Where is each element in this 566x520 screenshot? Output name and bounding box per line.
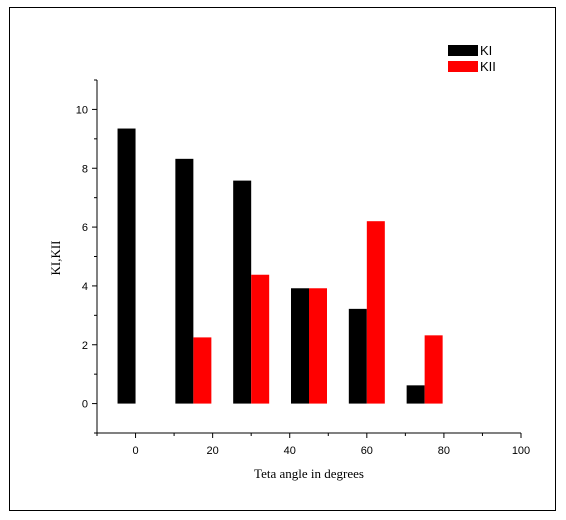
y-tick-label: 10 — [76, 104, 88, 116]
bar-ki-45 — [291, 288, 309, 404]
x-tick-label: 60 — [361, 445, 373, 457]
legend: KI KII — [448, 43, 496, 74]
bar-kii-60 — [366, 221, 385, 404]
y-axis-title: KI,KII — [48, 240, 63, 275]
x-tick-label: 20 — [207, 445, 219, 457]
legend-label-ki: KI — [480, 43, 492, 58]
bar-ki-15 — [175, 158, 194, 404]
x-tick-label: 80 — [438, 445, 450, 457]
x-tick-label: 40 — [284, 445, 296, 457]
bar-kii-30 — [251, 274, 270, 404]
x-axis-title: Teta angle in degrees — [254, 466, 364, 481]
x-tick-label: 100 — [512, 445, 530, 457]
y-tick-label: 2 — [82, 340, 88, 352]
bar-ki-0 — [117, 128, 136, 404]
legend-label-kii: KII — [480, 59, 496, 74]
y-tick-label: 4 — [82, 281, 88, 293]
y-tick-label: 6 — [82, 222, 88, 234]
bar-ki-60 — [348, 308, 367, 404]
y-tick-label: 8 — [82, 163, 88, 175]
x-tick-label: 0 — [132, 445, 138, 457]
chart-frame — [9, 7, 556, 511]
bars-group — [117, 128, 443, 404]
bar-kii-45 — [309, 288, 327, 404]
bar-kii-15 — [193, 337, 212, 404]
bar-ki-30 — [233, 180, 252, 404]
legend-swatch-ki — [448, 45, 478, 56]
bar-ki-75 — [406, 385, 425, 404]
bar-kii-75 — [424, 335, 443, 404]
y-tick-label: 0 — [82, 399, 88, 411]
legend-swatch-kii — [448, 61, 478, 72]
